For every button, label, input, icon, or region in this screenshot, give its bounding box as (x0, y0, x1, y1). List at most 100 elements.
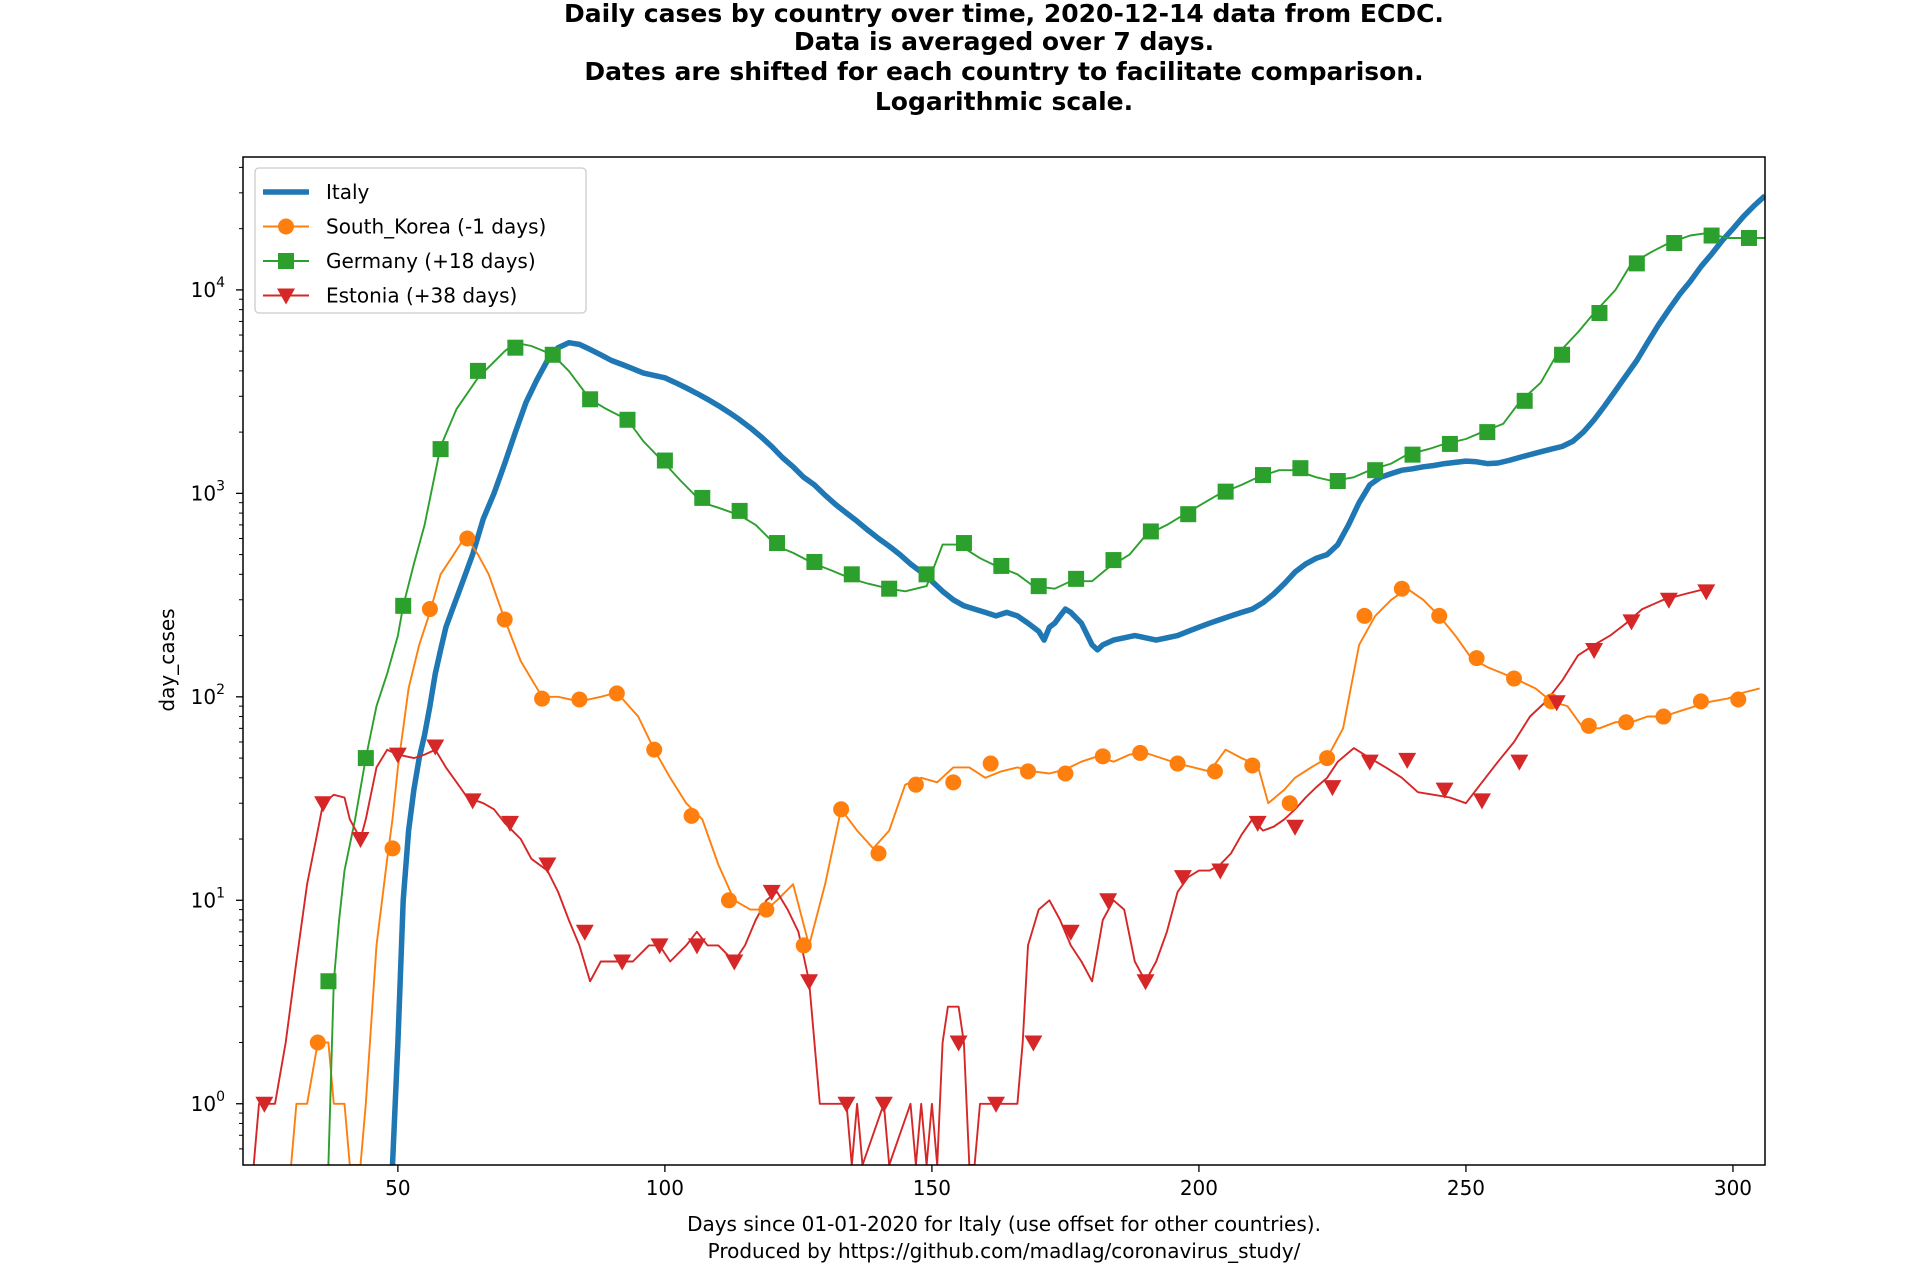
series-line-0 (389, 193, 1765, 1165)
marker-circle (982, 755, 999, 772)
marker-square (918, 566, 935, 583)
y-tick-label: 103 (191, 478, 225, 505)
marker-triangle (1697, 584, 1716, 601)
legend-swatch-marker (277, 288, 295, 305)
marker-square (507, 339, 524, 356)
x-tick-label: 50 (385, 1176, 410, 1200)
marker-square (1404, 446, 1421, 463)
legend-label: Germany (+18 days) (326, 249, 536, 273)
marker-triangle (687, 938, 706, 955)
marker-square (1180, 506, 1197, 523)
marker-circle (1655, 708, 1672, 725)
x-axis-label-line-1: Days since 01-01-2020 for Italy (use off… (687, 1212, 1321, 1236)
marker-circle (1431, 607, 1448, 624)
marker-circle (795, 937, 812, 954)
marker-square (1367, 462, 1384, 479)
marker-triangle (351, 832, 370, 849)
marker-square (1441, 435, 1458, 452)
x-axis-label: Days since 01-01-2020 for Italy (use off… (687, 1212, 1321, 1263)
marker-triangle (1136, 974, 1155, 991)
marker-circle (608, 685, 625, 702)
marker-circle (1057, 765, 1074, 782)
marker-circle (1468, 650, 1485, 667)
marker-circle (1206, 763, 1223, 780)
marker-square (582, 391, 599, 408)
marker-square (1516, 392, 1533, 409)
legend-swatch-marker (278, 218, 294, 235)
legend-entry-1: South_Korea (-1 days) (263, 215, 546, 239)
marker-triangle (1435, 782, 1454, 799)
marker-square (955, 535, 972, 552)
marker-circle (309, 1034, 326, 1051)
marker-triangle (1024, 1035, 1043, 1052)
y-tick-label: 104 (191, 275, 225, 302)
title-line-1: Daily cases by country over time, 2020-1… (564, 0, 1444, 28)
marker-square (1628, 255, 1645, 272)
marker-circle (496, 611, 513, 628)
marker-circle (459, 530, 476, 547)
series-layer (252, 193, 1765, 1165)
marker-triangle (1323, 780, 1342, 797)
marker-triangle (314, 796, 333, 813)
marker-circle (1580, 717, 1597, 734)
marker-square (843, 566, 860, 583)
marker-circle (758, 901, 775, 918)
marker-circle (720, 892, 737, 909)
marker-triangle (501, 815, 520, 832)
series-line-1 (290, 537, 1760, 1165)
marker-circle (646, 741, 663, 758)
title-line-3: Dates are shifted for each country to fa… (584, 57, 1423, 86)
marker-triangle (463, 793, 482, 810)
marker-triangle (1547, 695, 1566, 712)
legend-box (254, 167, 587, 314)
x-tick-label: 100 (646, 1176, 684, 1200)
legend-label: Italy (326, 180, 370, 204)
x-tick-label: 150 (913, 1176, 951, 1200)
marker-circle (1506, 670, 1523, 687)
marker-triangle (426, 739, 445, 756)
marker-square (1142, 523, 1159, 540)
marker-triangle (1659, 592, 1678, 609)
marker-square (1105, 552, 1122, 569)
legend-entry-2: Germany (+18 days) (263, 249, 536, 273)
series-line-2 (327, 232, 1765, 1165)
marker-square (1292, 460, 1309, 477)
title-line-2: Data is averaged over 7 days. (794, 27, 1214, 56)
marker-square (619, 411, 636, 428)
marker-circle (1393, 580, 1410, 597)
marker-triangle (725, 954, 744, 971)
marker-square (769, 535, 786, 552)
title-line-4: Logarithmic scale. (875, 87, 1133, 116)
marker-triangle (762, 884, 781, 901)
marker-circle (1692, 693, 1709, 710)
marker-triangle (1099, 893, 1118, 910)
x-axis-label-line-2: Produced by https://github.com/madlag/co… (708, 1239, 1301, 1263)
marker-square (694, 489, 711, 506)
marker-circle (1020, 763, 1037, 780)
marker-square (1255, 467, 1272, 484)
marker-triangle (613, 954, 632, 971)
x-tick-label: 200 (1180, 1176, 1218, 1200)
marker-square (656, 452, 673, 469)
marker-triangle (388, 747, 407, 764)
marker-triangle (986, 1096, 1005, 1113)
marker-square (1740, 229, 1757, 246)
y-tick-label: 101 (191, 885, 225, 912)
marker-square (1591, 304, 1608, 321)
marker-circle (1319, 750, 1336, 767)
marker-circle (1281, 795, 1298, 812)
x-tick-label: 300 (1714, 1176, 1752, 1200)
marker-square (544, 346, 561, 363)
marker-square (1030, 578, 1047, 595)
marker-square (1666, 235, 1683, 252)
marker-triangle (538, 857, 557, 874)
marker-circle (1618, 714, 1635, 731)
legend-swatch-marker (278, 253, 294, 269)
marker-square (881, 580, 898, 597)
marker-layer (255, 227, 1757, 1113)
marker-square (1554, 346, 1571, 363)
x-tick-label: 250 (1447, 1176, 1485, 1200)
marker-circle (421, 601, 438, 618)
marker-circle (534, 690, 551, 707)
